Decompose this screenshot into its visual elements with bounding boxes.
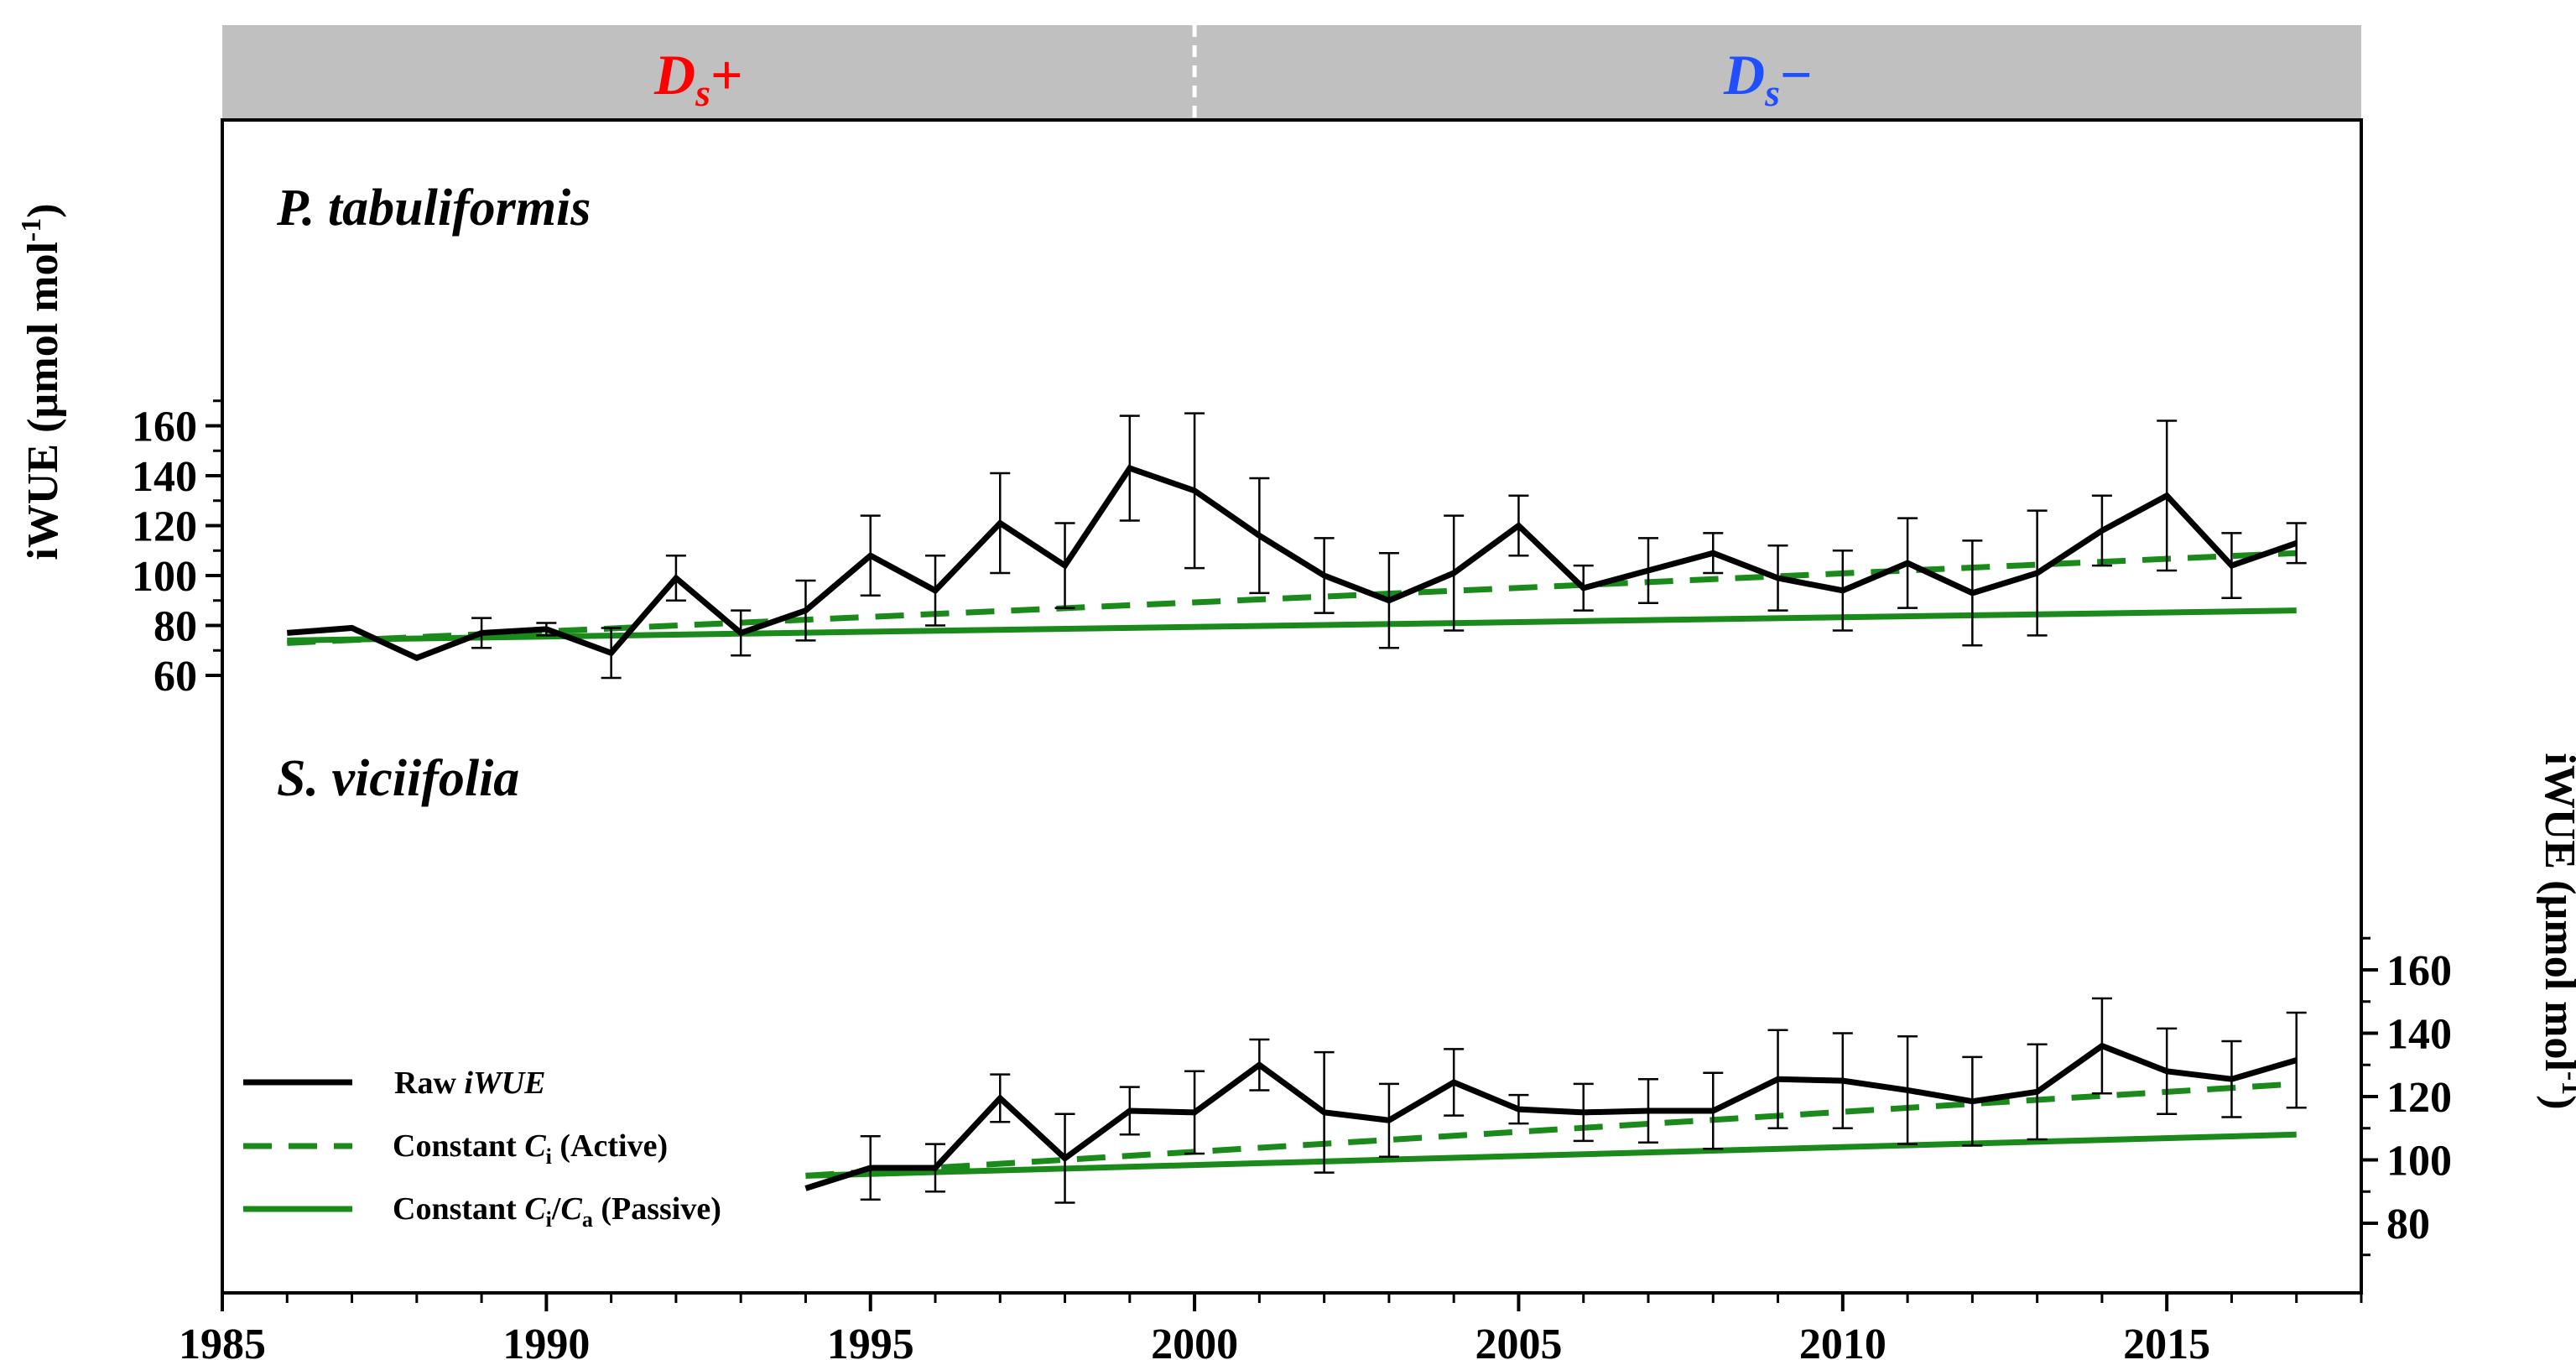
- constant-ci-ca-line-p-tabuliformis: [287, 607, 2297, 644]
- x-tick-label-1990: 1990: [502, 1321, 590, 1360]
- left-axis-title: iWUE (µmol mol-1): [16, 203, 67, 560]
- period-band: Ds+ Ds−: [222, 25, 2361, 120]
- period-label-ds-plus: Ds+: [653, 43, 743, 114]
- species-label-p-tabuliformis: P. tabuliformis: [276, 180, 591, 237]
- legend-label-constant-ci: Constant Ci (Active): [393, 1128, 668, 1169]
- x-tick-label-1995: 1995: [827, 1321, 914, 1360]
- legend-label-constant-ci-ca: Constant Ci/Ca (Passive): [393, 1191, 721, 1232]
- raw-iwue-line-p-tabuliformis: [287, 464, 2298, 661]
- raw-iwue-line-s-viciifolia: [804, 1042, 2298, 1191]
- x-tick-label-2010: 2010: [1799, 1321, 1886, 1360]
- constant-ci-line-p-tabuliformis: [287, 550, 2297, 646]
- legend-label-raw: Raw iWUE: [394, 1066, 546, 1101]
- species-label-s-viciifolia: S. viciifolia: [277, 750, 519, 807]
- right-tick-label-80: 80: [2386, 1201, 2430, 1248]
- plot-frame: [221, 118, 2363, 1295]
- left-tick-label-80: 80: [154, 603, 197, 651]
- period-band-background: [222, 25, 2361, 120]
- left-tick-label-100: 100: [132, 553, 197, 601]
- left-tick-label-140: 140: [132, 453, 197, 501]
- x-tick-label-1985: 1985: [179, 1321, 266, 1360]
- right-y-axis: 80 100 120 140 160: [2361, 936, 2452, 1257]
- x-tick-label-2005: 2005: [1475, 1321, 1562, 1360]
- constant-ci-line-s-viciifolia: [805, 1081, 2297, 1179]
- left-tick-label-120: 120: [132, 503, 197, 551]
- x-tick-label-2015: 2015: [2123, 1321, 2210, 1360]
- x-axis: 1985 1990 1995 2000 2005 2010 2015: [179, 1293, 2363, 1360]
- right-tick-label-160: 160: [2386, 947, 2452, 995]
- right-tick-label-120: 120: [2386, 1074, 2452, 1122]
- left-tick-label-160: 160: [132, 404, 197, 451]
- right-tick-label-100: 100: [2386, 1138, 2452, 1185]
- right-axis-title: iWUE (µmol mol-1): [2536, 753, 2576, 1109]
- left-tick-label-60: 60: [154, 653, 197, 701]
- legend: Raw iWUE Constant Ci (Active) Constant C…: [243, 1066, 721, 1232]
- period-label-ds-minus: Ds−: [1723, 43, 1813, 114]
- right-tick-label-140: 140: [2386, 1011, 2452, 1059]
- constant-ci-ca-line-s-viciifolia: [805, 1131, 2297, 1179]
- x-tick-label-2000: 2000: [1151, 1321, 1238, 1360]
- series-layer: [287, 412, 2307, 1204]
